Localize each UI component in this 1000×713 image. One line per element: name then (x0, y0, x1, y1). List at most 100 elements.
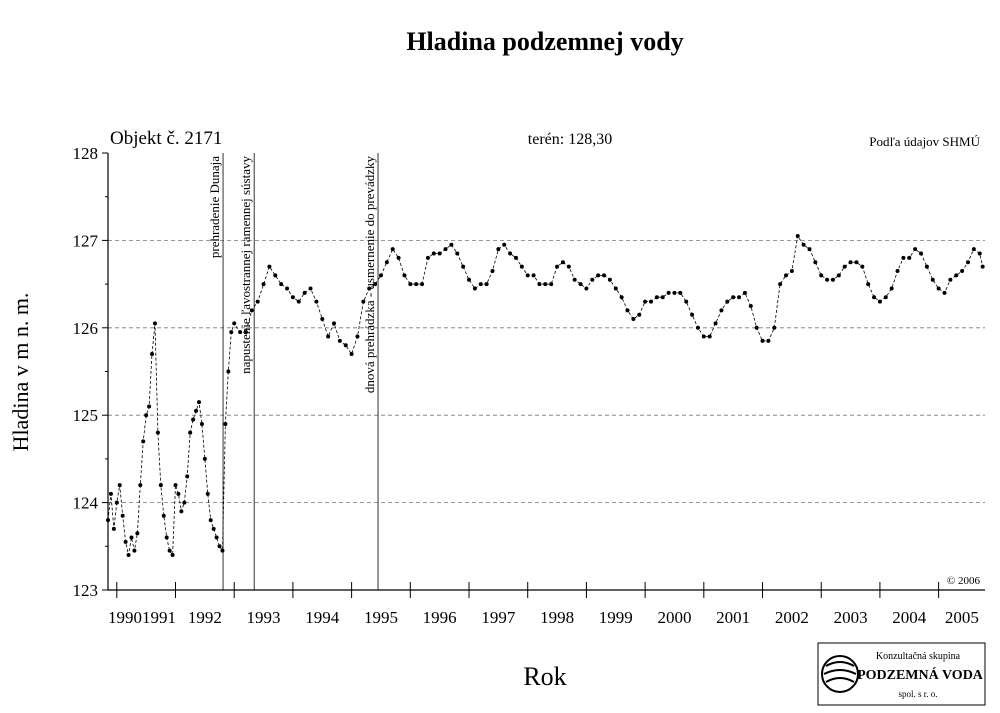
data-point (349, 352, 354, 357)
logo-line: Konzultačná skupina (876, 651, 961, 662)
data-point (960, 268, 965, 273)
chart-title: Hladina podzemnej vody (406, 27, 683, 56)
data-point (484, 282, 489, 287)
data-point (126, 553, 131, 558)
data-point (907, 255, 912, 260)
data-point (220, 548, 225, 553)
data-point (836, 273, 841, 278)
x-tick-label: 2004 (892, 608, 927, 627)
data-point (930, 277, 935, 282)
data-point (602, 273, 607, 278)
data-point (217, 544, 222, 549)
data-point (223, 421, 228, 426)
y-tick-label: 128 (73, 144, 99, 163)
data-point (138, 483, 143, 488)
data-point (443, 247, 448, 252)
data-point (742, 290, 747, 295)
data-point (537, 282, 542, 287)
data-point (205, 491, 210, 496)
data-point (449, 242, 454, 247)
data-point (135, 531, 140, 536)
data-point (211, 526, 216, 531)
data-point (114, 500, 119, 505)
data-point (860, 264, 865, 269)
data-point (158, 483, 163, 488)
event-label: napustenie ľavostrannej ramennej sústavy (238, 156, 253, 374)
data-point (666, 290, 671, 295)
data-point (461, 264, 466, 269)
data-point (513, 255, 518, 260)
data-point (243, 330, 248, 335)
data-point (496, 247, 501, 252)
data-point (508, 251, 513, 256)
data-point (695, 325, 700, 330)
data-point (170, 553, 175, 558)
data-point (748, 303, 753, 308)
data-point (396, 255, 401, 260)
data-point (772, 325, 777, 330)
data-point (285, 286, 290, 291)
data-point (549, 282, 554, 287)
data-point (684, 299, 689, 304)
data-point (290, 295, 295, 300)
data-point (373, 282, 378, 287)
data-point (936, 286, 941, 291)
data-point (255, 299, 260, 304)
data-point (613, 286, 618, 291)
data-point (267, 264, 272, 269)
data-point (801, 242, 806, 247)
data-point (147, 404, 152, 409)
series-line (107, 234, 984, 557)
x-tick-label: 1991 (142, 608, 176, 627)
data-point (719, 308, 724, 313)
data-point (472, 286, 477, 291)
data-point (760, 338, 765, 343)
x-tick-label: 2005 (945, 608, 979, 627)
data-point (607, 277, 612, 282)
x-tick-label: 1998 (540, 608, 574, 627)
data-point (895, 268, 900, 273)
data-point (199, 421, 204, 426)
data-point (414, 282, 419, 287)
data-point (455, 251, 460, 256)
x-tick-label: 2000 (657, 608, 691, 627)
data-point (478, 282, 483, 287)
data-point (188, 430, 193, 435)
data-point (208, 518, 213, 523)
data-point (367, 286, 372, 291)
data-point (980, 264, 985, 269)
data-point (155, 430, 160, 435)
data-point (965, 260, 970, 265)
data-point (578, 282, 583, 287)
data-point (191, 417, 196, 422)
data-point (150, 352, 155, 357)
data-point (117, 483, 122, 488)
data-point (129, 535, 134, 540)
data-point (152, 321, 157, 326)
data-point (678, 290, 683, 295)
data-point (320, 317, 325, 322)
data-point (789, 268, 794, 273)
data-point (302, 290, 307, 295)
logo: Konzultačná skupina PODZEMNÁ VODA spol. … (817, 642, 986, 706)
x-tick-label: 1993 (247, 608, 281, 627)
logo-box (817, 642, 986, 706)
data-point (308, 286, 313, 291)
data-point (226, 369, 231, 374)
data-point (872, 295, 877, 300)
x-tick-label: 1990 (108, 608, 142, 627)
data-point (807, 247, 812, 252)
data-point (296, 299, 301, 304)
data-point (672, 290, 677, 295)
event-label: dnová prehrádzka - usmernenie do prevádz… (362, 156, 377, 394)
data-point (883, 295, 888, 300)
x-tick-label: 2003 (834, 608, 868, 627)
data-point (819, 273, 824, 278)
data-point (176, 491, 181, 496)
data-point (179, 509, 184, 514)
data-point (490, 268, 495, 273)
data-point (690, 312, 695, 317)
data-point (232, 321, 237, 326)
data-point (144, 413, 149, 418)
y-axis-label: Hladina v m n. m. (8, 293, 33, 452)
